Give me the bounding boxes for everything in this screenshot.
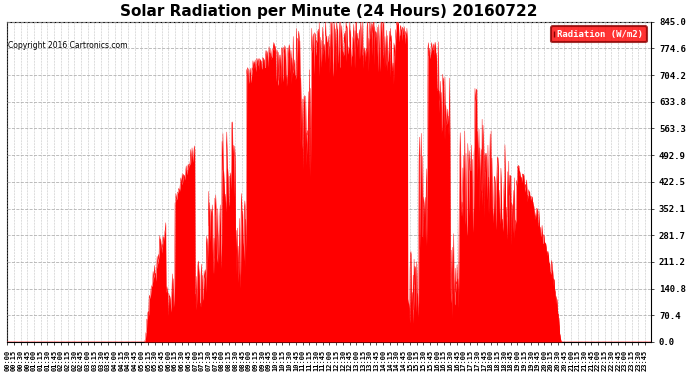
Text: Copyright 2016 Cartronics.com: Copyright 2016 Cartronics.com [8, 41, 128, 50]
Title: Solar Radiation per Minute (24 Hours) 20160722: Solar Radiation per Minute (24 Hours) 20… [121, 4, 538, 19]
Legend: Radiation (W/m2): Radiation (W/m2) [551, 26, 647, 42]
